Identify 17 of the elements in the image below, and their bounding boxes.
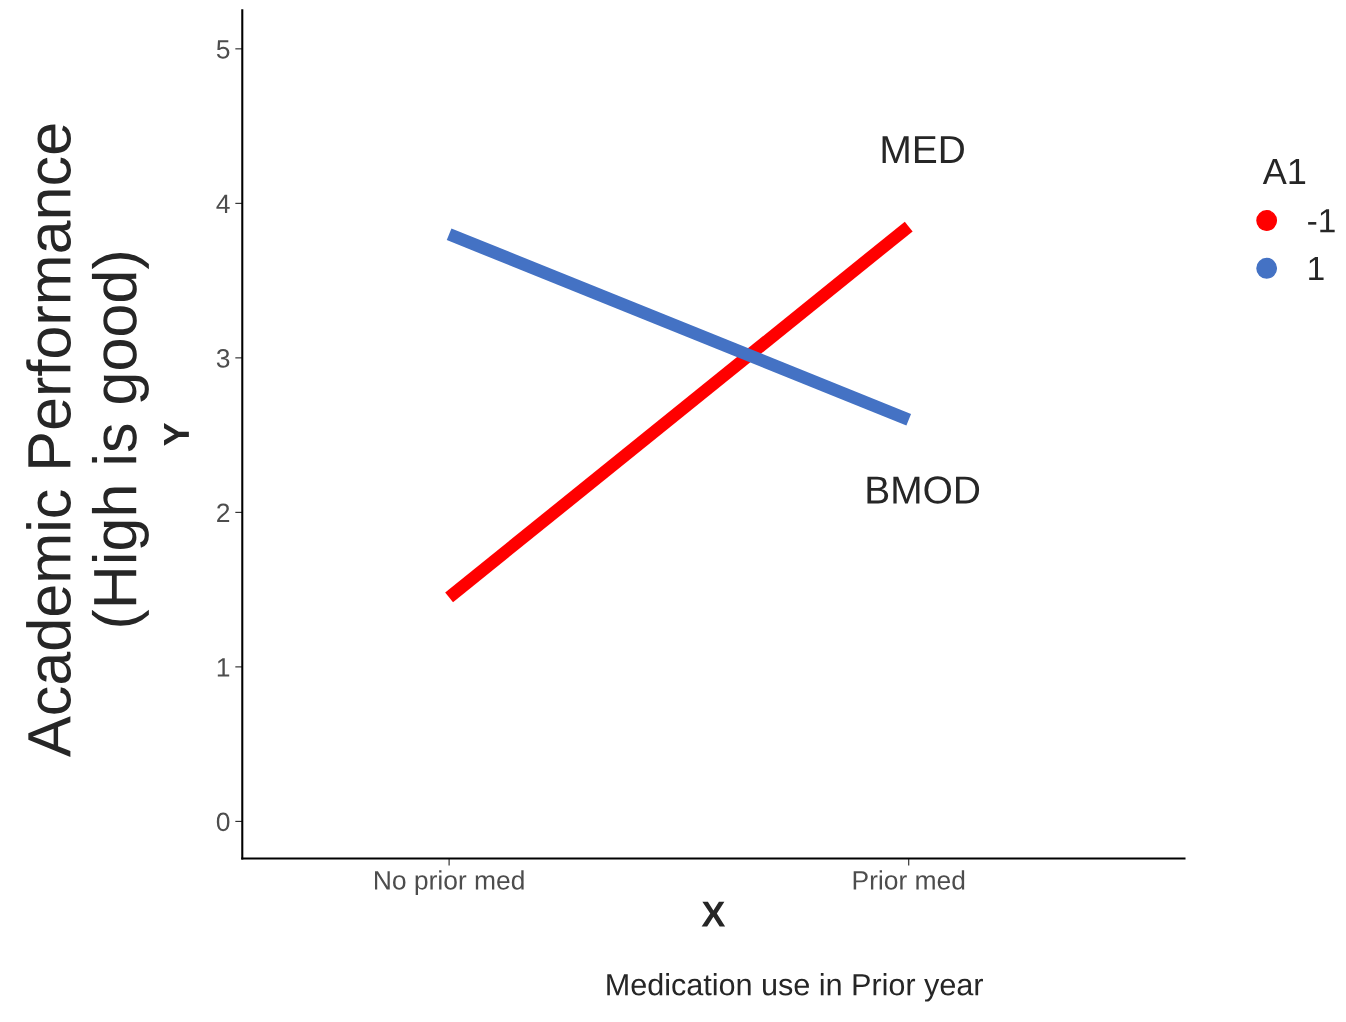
legend-label: -1 — [1308, 209, 1335, 233]
legend-title: A1 — [1262, 159, 1306, 184]
y-tick-label: 3 — [216, 349, 230, 368]
x-tick-label: No prior med — [375, 870, 524, 895]
legend-label: 1 — [1309, 257, 1324, 280]
y-axis-title: Y — [164, 422, 189, 446]
y-tick-label: 4 — [216, 194, 230, 213]
x-tick-label: Prior med — [853, 870, 965, 890]
y-tick-label: 1 — [217, 658, 230, 677]
text: Medication use in Prior year — [607, 973, 984, 1002]
annotation: MED — [882, 136, 964, 163]
x-axis-title: X — [701, 901, 726, 927]
y-tick-label: 5 — [216, 40, 230, 59]
y-tick-label: 2 — [217, 503, 230, 522]
y-tick-label: 0 — [216, 812, 230, 832]
text: Academic Performance (High is good) — [26, 124, 149, 757]
annotation: BMOD — [867, 476, 980, 504]
